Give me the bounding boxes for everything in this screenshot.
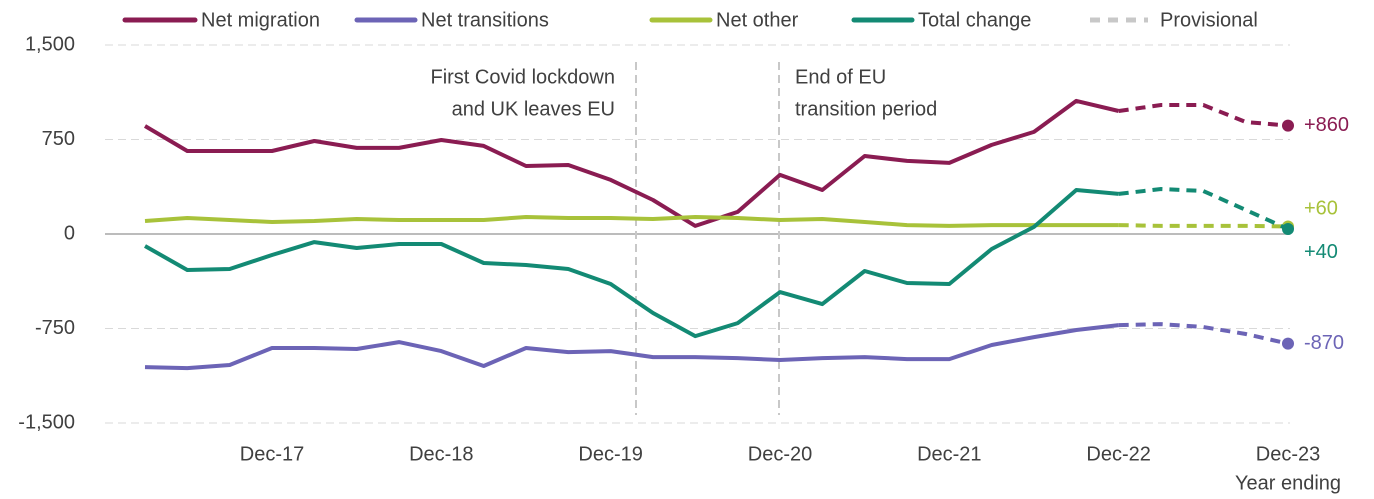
- end-label: +860: [1304, 114, 1349, 136]
- end-marker: [1282, 222, 1294, 235]
- y-tick-label: -1,500: [18, 411, 75, 433]
- legend-label: Net migration: [201, 9, 320, 31]
- y-tick-label: 750: [42, 128, 75, 150]
- legend-label: Total change: [918, 9, 1031, 31]
- y-tick-label: -750: [35, 317, 75, 339]
- series-line: [144, 188, 1119, 339]
- provisional-line: [1118, 186, 1289, 231]
- x-tick-label: Dec-20: [748, 443, 812, 465]
- y-tick-label: 0: [64, 222, 75, 244]
- end-label: +40: [1304, 241, 1338, 263]
- series-line: [144, 215, 1119, 228]
- x-tick-label: Dec-17: [240, 443, 304, 465]
- legend-label: Net other: [716, 9, 799, 31]
- annotation-text: and UK leaves EU: [452, 98, 615, 120]
- end-label: +60: [1304, 198, 1338, 220]
- provisional-line: [1118, 103, 1289, 128]
- x-axis-title: Year ending: [1235, 472, 1341, 494]
- x-tick-label: Dec-18: [409, 443, 473, 465]
- series-line: [143, 98, 1120, 228]
- y-tick-label: 1,500: [25, 33, 75, 55]
- end-marker: [1282, 119, 1294, 132]
- provisional-line: [1118, 322, 1289, 346]
- end-label: -870: [1304, 332, 1344, 354]
- x-tick-label: Dec-21: [917, 443, 981, 465]
- annotation-text: End of EU: [795, 66, 886, 88]
- provisional-line: [1118, 223, 1289, 229]
- annotation-text: First Covid lockdown: [430, 66, 615, 88]
- x-tick-label: Dec-23: [1256, 443, 1320, 465]
- x-tick-label: Dec-19: [578, 443, 642, 465]
- annotation-text: transition period: [795, 98, 937, 120]
- legend-label: Net transitions: [421, 9, 549, 31]
- end-marker: [1282, 337, 1294, 350]
- x-tick-label: Dec-22: [1086, 443, 1150, 465]
- series-line: [144, 323, 1119, 371]
- legend-label: Provisional: [1160, 9, 1258, 31]
